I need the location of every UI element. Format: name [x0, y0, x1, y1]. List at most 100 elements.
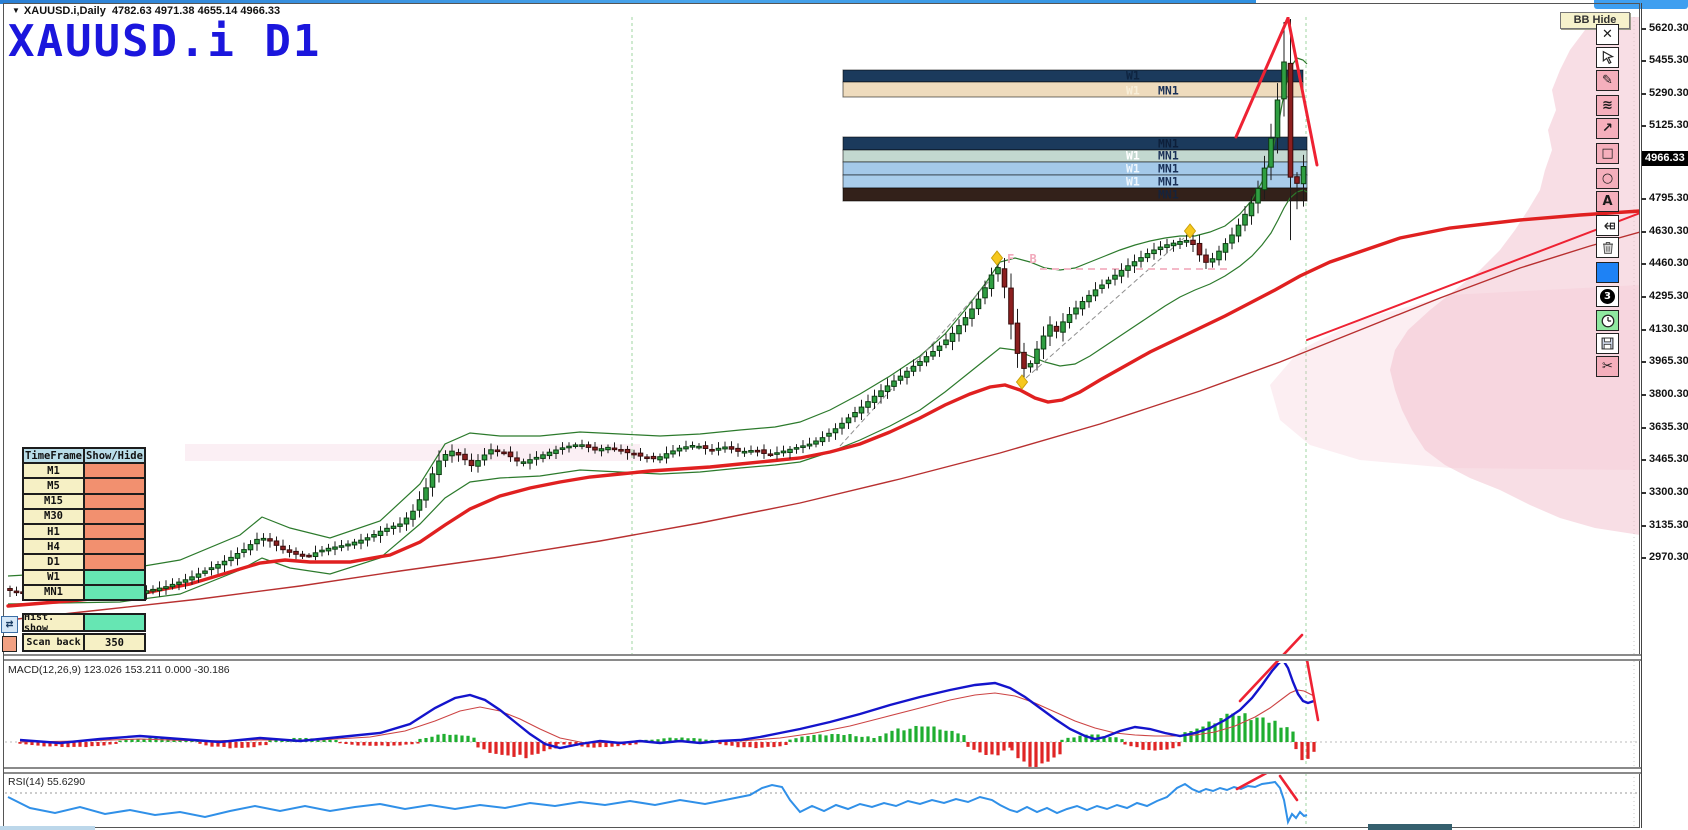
price-tick-label: 5620.30 — [1649, 22, 1688, 34]
save-icon[interactable] — [1596, 333, 1619, 354]
pencil-icon[interactable]: ✎ — [1596, 70, 1619, 91]
price-trendline[interactable] — [1306, 212, 1640, 341]
timeframe-row-m30: M30 — [24, 509, 83, 523]
macd-panel-separator[interactable] — [4, 654, 1641, 661]
hist-show-row: Hist. show — [22, 613, 146, 632]
scan-back-row: Scan back 350 — [22, 633, 146, 652]
hist-show-toggle[interactable] — [85, 615, 144, 630]
chart-header: ▼ XAUUSD.i,Daily 4782.63 4971.38 4655.14 … — [12, 5, 280, 17]
zone-label: MN1 — [1158, 162, 1179, 176]
macd-panel — [5, 663, 1640, 767]
timeframe-row-mn1: MN1 — [24, 585, 83, 599]
rsi-trendline[interactable] — [1278, 774, 1299, 802]
zone-label: W1 — [1126, 175, 1140, 189]
toggle-h4[interactable] — [85, 540, 144, 554]
current-price-badge: 4966.33 — [1642, 151, 1688, 166]
timeframe-row-m5: M5 — [24, 479, 83, 493]
price-tick-label: 4460.30 — [1649, 257, 1688, 269]
volume-profile — [1390, 17, 1640, 535]
price-tick — [1641, 361, 1646, 363]
chevron-down-icon[interactable]: ▼ — [12, 6, 20, 15]
scan-back-label: Scan back — [24, 635, 83, 650]
badge-3-icon[interactable]: 3 — [1596, 286, 1619, 307]
bottom-left-strip — [0, 826, 95, 830]
price-tick-label: 5125.30 — [1649, 119, 1688, 131]
diamond-marker[interactable] — [1015, 374, 1029, 390]
price-tick — [1641, 394, 1646, 396]
trend-arrow-icon[interactable]: ↗ — [1596, 118, 1619, 139]
price-tick — [1641, 125, 1646, 127]
macd-label: MACD(12,26,9) 123.026 153.211 0.000 -30.… — [8, 664, 230, 676]
close-icon[interactable]: ✕ — [1596, 24, 1619, 45]
price-tick — [1641, 296, 1646, 298]
timeframe-table: TimeFrame Show/Hide M1 M5 M15 M30 H1 H4 D1 W1 MN1 — [22, 447, 146, 601]
toggle-mn1[interactable] — [85, 585, 144, 599]
slow-ma-line — [7, 231, 1640, 621]
price-tick — [1641, 427, 1646, 429]
price-tick — [1641, 263, 1646, 265]
timeframe-row-m1: M1 — [24, 464, 83, 478]
swap-icon[interactable]: ⇄ — [1, 616, 18, 633]
chart-title-ohlc: XAUUSD.i,Daily 4782.63 4971.38 4655.14 4… — [23, 5, 281, 17]
price-tick-label: 5290.30 — [1649, 87, 1688, 99]
rsi-panel-separator[interactable] — [4, 767, 1641, 774]
zone-label: W1 — [1126, 162, 1140, 176]
scissors-icon[interactable]: ✂ — [1596, 356, 1619, 377]
toggle-m30[interactable] — [85, 509, 144, 523]
price-tick — [1641, 93, 1646, 95]
toggle-w1[interactable] — [85, 570, 144, 584]
price-trendline[interactable] — [1234, 17, 1290, 139]
toggle-h1[interactable] — [85, 524, 144, 539]
price-tick-label: 2970.30 — [1649, 551, 1688, 563]
timeframe-row-d1: D1 — [24, 555, 83, 569]
price-tick — [1641, 329, 1646, 331]
rectangle-icon[interactable]: □ — [1596, 143, 1619, 164]
zone-label: W1 — [1126, 84, 1140, 98]
toggle-m15[interactable] — [85, 494, 144, 508]
text-icon[interactable]: A — [1596, 191, 1619, 212]
price-tick-label: 5455.30 — [1649, 54, 1688, 66]
price-tick — [1641, 492, 1646, 494]
bb-hide-button[interactable]: BB Hide — [1560, 12, 1630, 29]
fb-annotation[interactable]: F B — [1007, 252, 1041, 266]
price-tick-label: 3135.30 — [1649, 519, 1688, 531]
price-tick-label: 3300.30 — [1649, 486, 1688, 498]
candles-series — [7, 19, 1307, 601]
price-trendline[interactable] — [1286, 17, 1319, 167]
timeframe-row-m15: M15 — [24, 494, 83, 508]
bottom-status-bar — [1368, 824, 1452, 830]
price-tick-label: 4130.30 — [1649, 323, 1688, 335]
macd-trendline[interactable] — [1238, 633, 1304, 703]
diamond-marker[interactable] — [990, 250, 1004, 266]
toggle-d1[interactable] — [85, 555, 144, 569]
price-tick-label: 3635.30 — [1649, 421, 1688, 433]
cursor-icon[interactable] — [1596, 47, 1619, 68]
hist-show-label: Hist. show — [24, 615, 83, 630]
macd-main-line — [19, 663, 1315, 750]
waves-icon[interactable]: ≋ — [1596, 95, 1619, 116]
scan-back-value[interactable]: 350 — [85, 635, 144, 650]
price-tick — [1641, 28, 1646, 30]
toggle-m1[interactable] — [85, 464, 144, 478]
diamond-marker[interactable] — [1183, 223, 1197, 239]
price-tick-label: 4630.30 — [1649, 225, 1688, 237]
clock-icon[interactable] — [1596, 310, 1619, 331]
symbol-watermark: XAUUSD.i D1 — [8, 16, 322, 67]
color-chip[interactable] — [2, 636, 17, 652]
macd-trendline[interactable] — [1305, 658, 1320, 722]
timeframe-row-h4: H4 — [24, 540, 83, 554]
bollinger-upper — [7, 57, 1308, 577]
trash-icon[interactable] — [1596, 237, 1619, 258]
price-tick — [1641, 557, 1646, 559]
ellipse-icon[interactable]: ○ — [1596, 168, 1619, 189]
bollinger-lower — [7, 189, 1308, 605]
hand-icon[interactable] — [1596, 215, 1619, 236]
toggle-m5[interactable] — [85, 479, 144, 493]
zone-label: W1 — [1126, 149, 1140, 163]
color-swatch[interactable] — [1596, 262, 1619, 283]
zone-label: MN1 — [1158, 84, 1179, 98]
price-tick-label: 4295.30 — [1649, 290, 1688, 302]
